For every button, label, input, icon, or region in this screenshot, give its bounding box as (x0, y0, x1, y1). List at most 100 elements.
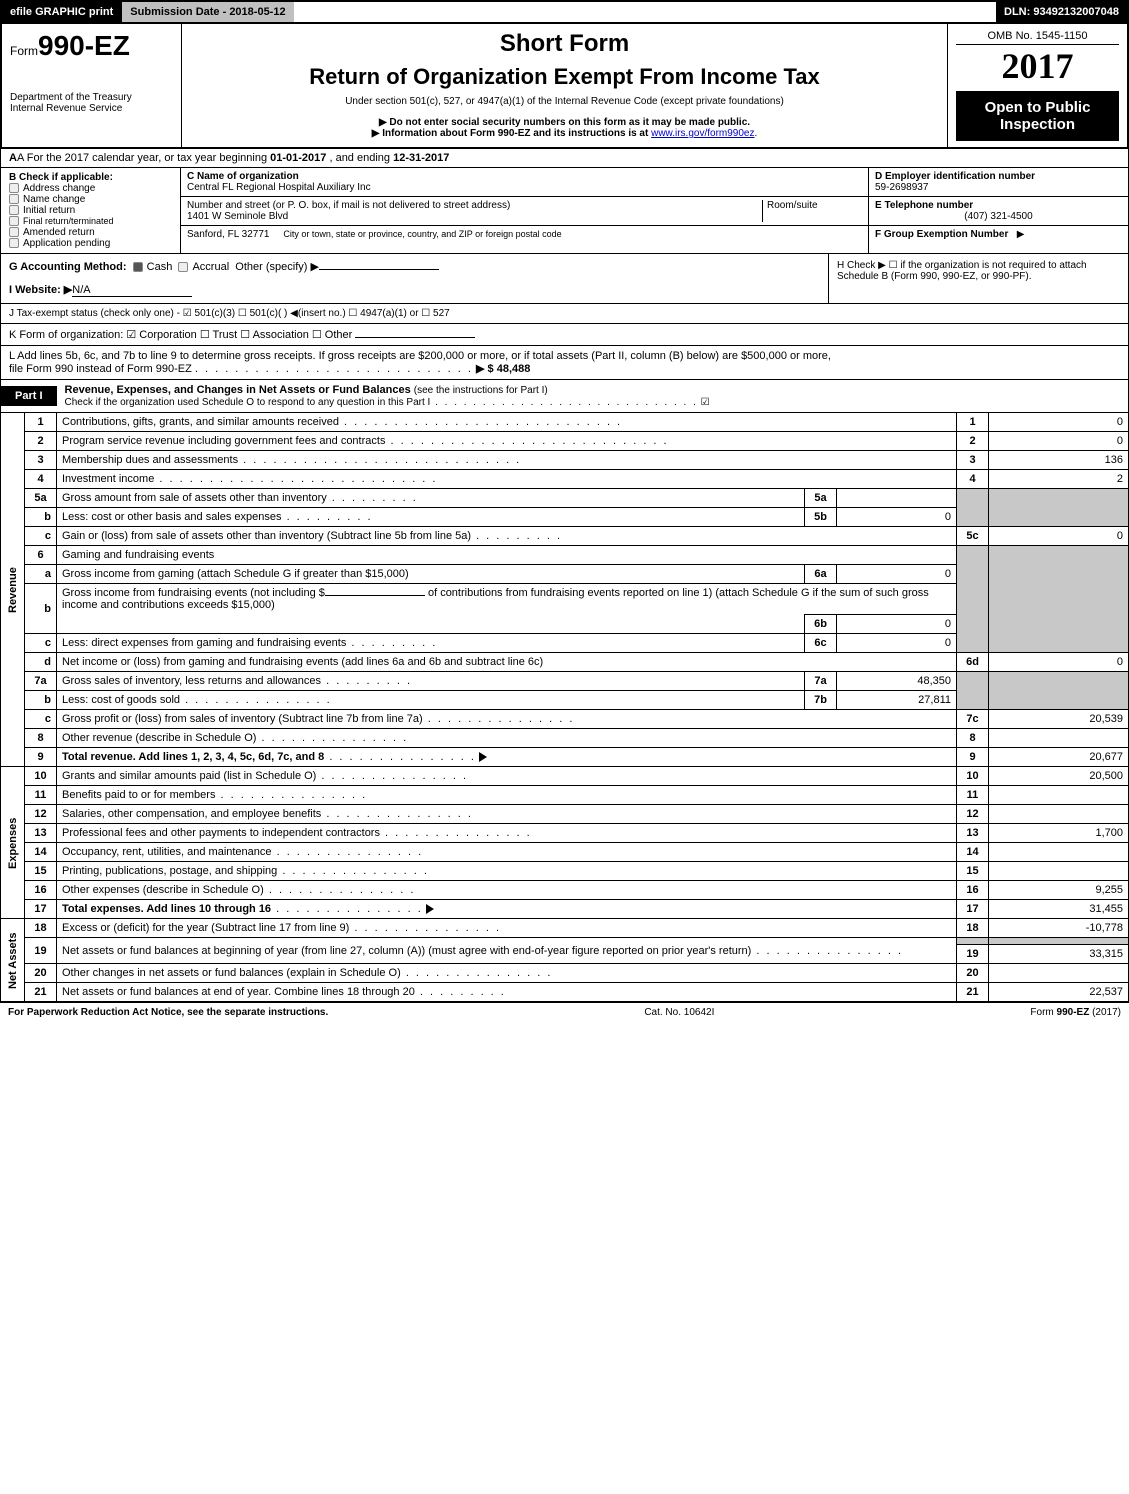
line-1-val: 0 (989, 413, 1129, 432)
line-17-val: 31,455 (989, 900, 1129, 919)
line-7c-rn: 7c (957, 710, 989, 729)
top-bar: efile GRAPHIC print Submission Date - 20… (0, 0, 1129, 24)
line-7a-num: 7a (25, 672, 57, 691)
side-label-revenue: Revenue (1, 413, 25, 767)
side-label-expenses: Expenses (1, 767, 25, 919)
line-12-num: 12 (25, 805, 57, 824)
line-2-rn: 2 (957, 432, 989, 451)
line-6d-val: 0 (989, 653, 1129, 672)
accounting-method: G Accounting Method: Cash Accrual Other … (9, 260, 820, 273)
line-12-rn: 12 (957, 805, 989, 824)
line-8-num: 8 (25, 729, 57, 748)
line-17-desc: Total expenses. Add lines 10 through 16 (57, 900, 957, 919)
line-14-num: 14 (25, 843, 57, 862)
footer-form-ref: Form 990-EZ (2017) (1030, 1007, 1121, 1018)
line-10-rn: 10 (957, 767, 989, 786)
line-7b-num: b (25, 691, 57, 710)
line-8-desc: Other revenue (describe in Schedule O) (57, 729, 957, 748)
form990ez-link[interactable]: www.irs.gov/form990ez (651, 128, 754, 139)
line-10-num: 10 (25, 767, 57, 786)
line-6c-mv: 0 (837, 634, 957, 653)
line-6c-num: c (25, 634, 57, 653)
room-suite: Room/suite (762, 200, 862, 222)
cb-amended-return[interactable]: Amended return (9, 227, 172, 238)
line-j-tax-exempt: J Tax-exempt status (check only one) - ☑… (0, 304, 1129, 324)
line-7ab-shade-rn (957, 672, 989, 710)
line-5c-val: 0 (989, 527, 1129, 546)
line-4-desc: Investment income (57, 470, 957, 489)
line-6c-desc: Less: direct expenses from gaming and fu… (57, 634, 805, 653)
line-3-rn: 3 (957, 451, 989, 470)
line-9-rn: 9 (957, 748, 989, 767)
line-11-rn: 11 (957, 786, 989, 805)
line-18-val: -10,778 (989, 919, 1129, 938)
line-7b-mn: 7b (805, 691, 837, 710)
org-city-cell: Sanford, FL 32771 City or town, state or… (181, 226, 868, 243)
line-19-shade-rv (989, 938, 1129, 945)
line-5c-num: c (25, 527, 57, 546)
line-5b-desc: Less: cost or other basis and sales expe… (57, 508, 805, 527)
ein-cell: D Employer identification number 59-2698… (869, 168, 1128, 197)
line-7b-mv: 27,811 (837, 691, 957, 710)
line-6d-desc: Net income or (loss) from gaming and fun… (57, 653, 957, 672)
line-12-desc: Salaries, other compensation, and employ… (57, 805, 957, 824)
line-9-val: 20,677 (989, 748, 1129, 767)
line-20-val (989, 964, 1129, 983)
line-15-rn: 15 (957, 862, 989, 881)
part-1-check-line: Check if the organization used Schedule … (65, 397, 710, 408)
line-4-rn: 4 (957, 470, 989, 489)
line-15-desc: Printing, publications, postage, and shi… (57, 862, 957, 881)
line-13-num: 13 (25, 824, 57, 843)
part-1-sub: (see the instructions for Part I) (414, 385, 548, 396)
cb-name-change[interactable]: Name change (9, 194, 172, 205)
line-7c-val: 20,539 (989, 710, 1129, 729)
line-7a-desc: Gross sales of inventory, less returns a… (57, 672, 805, 691)
line-5ab-shade-rn (957, 489, 989, 527)
line-10-val: 20,500 (989, 767, 1129, 786)
dept-treasury: Department of the Treasury (10, 92, 173, 103)
line-5a-mn: 5a (805, 489, 837, 508)
line-16-rn: 16 (957, 881, 989, 900)
line-20-rn: 20 (957, 964, 989, 983)
line-5a-mv (837, 489, 957, 508)
line-4-val: 2 (989, 470, 1129, 489)
form-header: Form990-EZ Department of the Treasury In… (0, 24, 1129, 147)
line-8-val (989, 729, 1129, 748)
line-19-num: 19 (25, 938, 57, 964)
line-18-rn: 18 (957, 919, 989, 938)
line-7ab-shade-rv (989, 672, 1129, 710)
line-4-num: 4 (25, 470, 57, 489)
arrow-icon (426, 904, 434, 914)
row-g-h: G Accounting Method: Cash Accrual Other … (0, 254, 1129, 304)
cb-application-pending[interactable]: Application pending (9, 238, 172, 249)
line-5a-num: 5a (25, 489, 57, 508)
form-prefix: Form (10, 44, 38, 58)
cb-initial-return[interactable]: Initial return (9, 205, 172, 216)
org-address-cell: Number and street (or P. O. box, if mail… (181, 197, 868, 226)
line-6a-num: a (25, 565, 57, 584)
line-11-num: 11 (25, 786, 57, 805)
title-short-form: Short Form (190, 30, 939, 58)
arrow-line-1: ▶ Do not enter social security numbers o… (190, 117, 939, 128)
line-13-rn: 13 (957, 824, 989, 843)
under-section-text: Under section 501(c), 527, or 4947(a)(1)… (190, 96, 939, 107)
line-3-val: 136 (989, 451, 1129, 470)
line-6-shade-rn (957, 546, 989, 653)
line-6b-desc-2 (57, 615, 805, 634)
line-5b-num: b (25, 508, 57, 527)
line-5c-desc: Gain or (loss) from sale of assets other… (57, 527, 957, 546)
line-2-num: 2 (25, 432, 57, 451)
cb-cash[interactable] (133, 262, 143, 272)
line-2-val: 0 (989, 432, 1129, 451)
line-7c-num: c (25, 710, 57, 729)
line-a-tax-year: AA For the 2017 calendar year, or tax ye… (0, 147, 1129, 168)
line-5a-desc: Gross amount from sale of assets other t… (57, 489, 805, 508)
efile-print-button[interactable]: efile GRAPHIC print (2, 2, 121, 22)
cb-final-return[interactable]: Final return/terminated (9, 216, 172, 227)
cb-address-change[interactable]: Address change (9, 183, 172, 194)
line-5ab-shade-rv (989, 489, 1129, 527)
website-line: I Website: ▶N/A (9, 283, 820, 297)
arrow-line-2: ▶ Information about Form 990-EZ and its … (190, 128, 939, 139)
cb-accrual[interactable] (178, 262, 188, 272)
line-6b-mv: 0 (837, 615, 957, 634)
